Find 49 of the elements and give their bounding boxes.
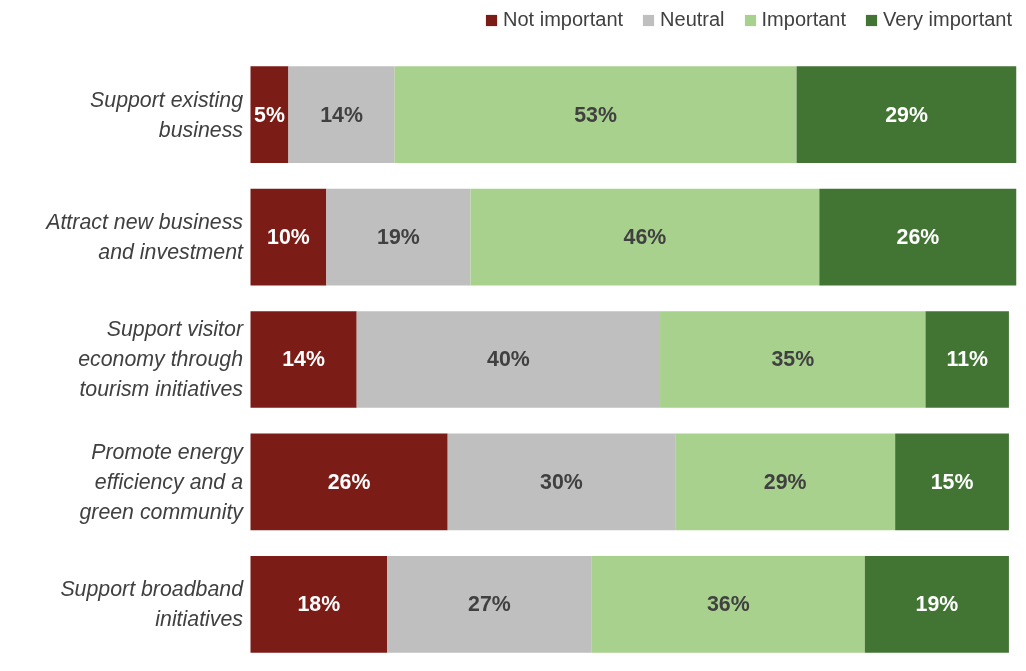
legend-label: Not important xyxy=(503,8,624,31)
data-label: 27% xyxy=(468,592,511,617)
data-label: 18% xyxy=(297,592,341,617)
data-label: 53% xyxy=(574,102,617,127)
data-label: 40% xyxy=(487,347,530,372)
y-tick-label: Support existing business xyxy=(90,87,244,142)
data-label: 30% xyxy=(540,469,583,494)
data-label: 26% xyxy=(896,225,940,250)
bar xyxy=(864,555,1009,653)
y-tick-label: Support visitor economy through tourism initiatives xyxy=(78,317,244,402)
data-label: 46% xyxy=(623,225,667,250)
bar xyxy=(819,188,1017,286)
y-tick-label: Support broadband initiatives xyxy=(60,577,245,632)
data-label: 10% xyxy=(267,225,310,250)
data-label: 19% xyxy=(377,225,420,250)
y-tick-label: Promote energy efficiency and a green community xyxy=(79,439,245,524)
data-label: 11% xyxy=(946,347,988,372)
bar xyxy=(288,66,395,164)
bar xyxy=(675,433,896,531)
bar xyxy=(250,188,327,286)
data-label: 29% xyxy=(885,102,928,127)
bar xyxy=(925,311,1009,408)
bar xyxy=(470,188,820,286)
bar xyxy=(250,311,357,408)
y-tick-label: Attract new business and investment xyxy=(44,210,245,265)
bar xyxy=(895,433,1009,531)
data-label: 14% xyxy=(282,347,325,372)
bar xyxy=(447,433,676,531)
bar xyxy=(394,66,797,164)
data-label: 19% xyxy=(915,592,959,617)
bar xyxy=(250,555,388,653)
bar xyxy=(796,66,1017,164)
bar xyxy=(250,66,289,164)
legend-label: Important xyxy=(761,8,847,31)
legend-label: Very important xyxy=(883,8,1012,31)
data-label: 26% xyxy=(327,469,371,494)
bar xyxy=(387,555,592,653)
bar xyxy=(326,188,471,286)
data-label: 36% xyxy=(706,592,750,617)
legend-label: Neutral xyxy=(660,8,725,31)
data-label: 15% xyxy=(930,469,974,494)
data-label: 29% xyxy=(763,469,807,494)
data-label: 5% xyxy=(254,102,285,127)
data-label: 14% xyxy=(320,102,363,127)
data-label: 35% xyxy=(771,347,815,372)
bar xyxy=(250,433,448,531)
bar xyxy=(591,555,865,653)
bar xyxy=(356,311,661,408)
bar xyxy=(660,311,926,408)
